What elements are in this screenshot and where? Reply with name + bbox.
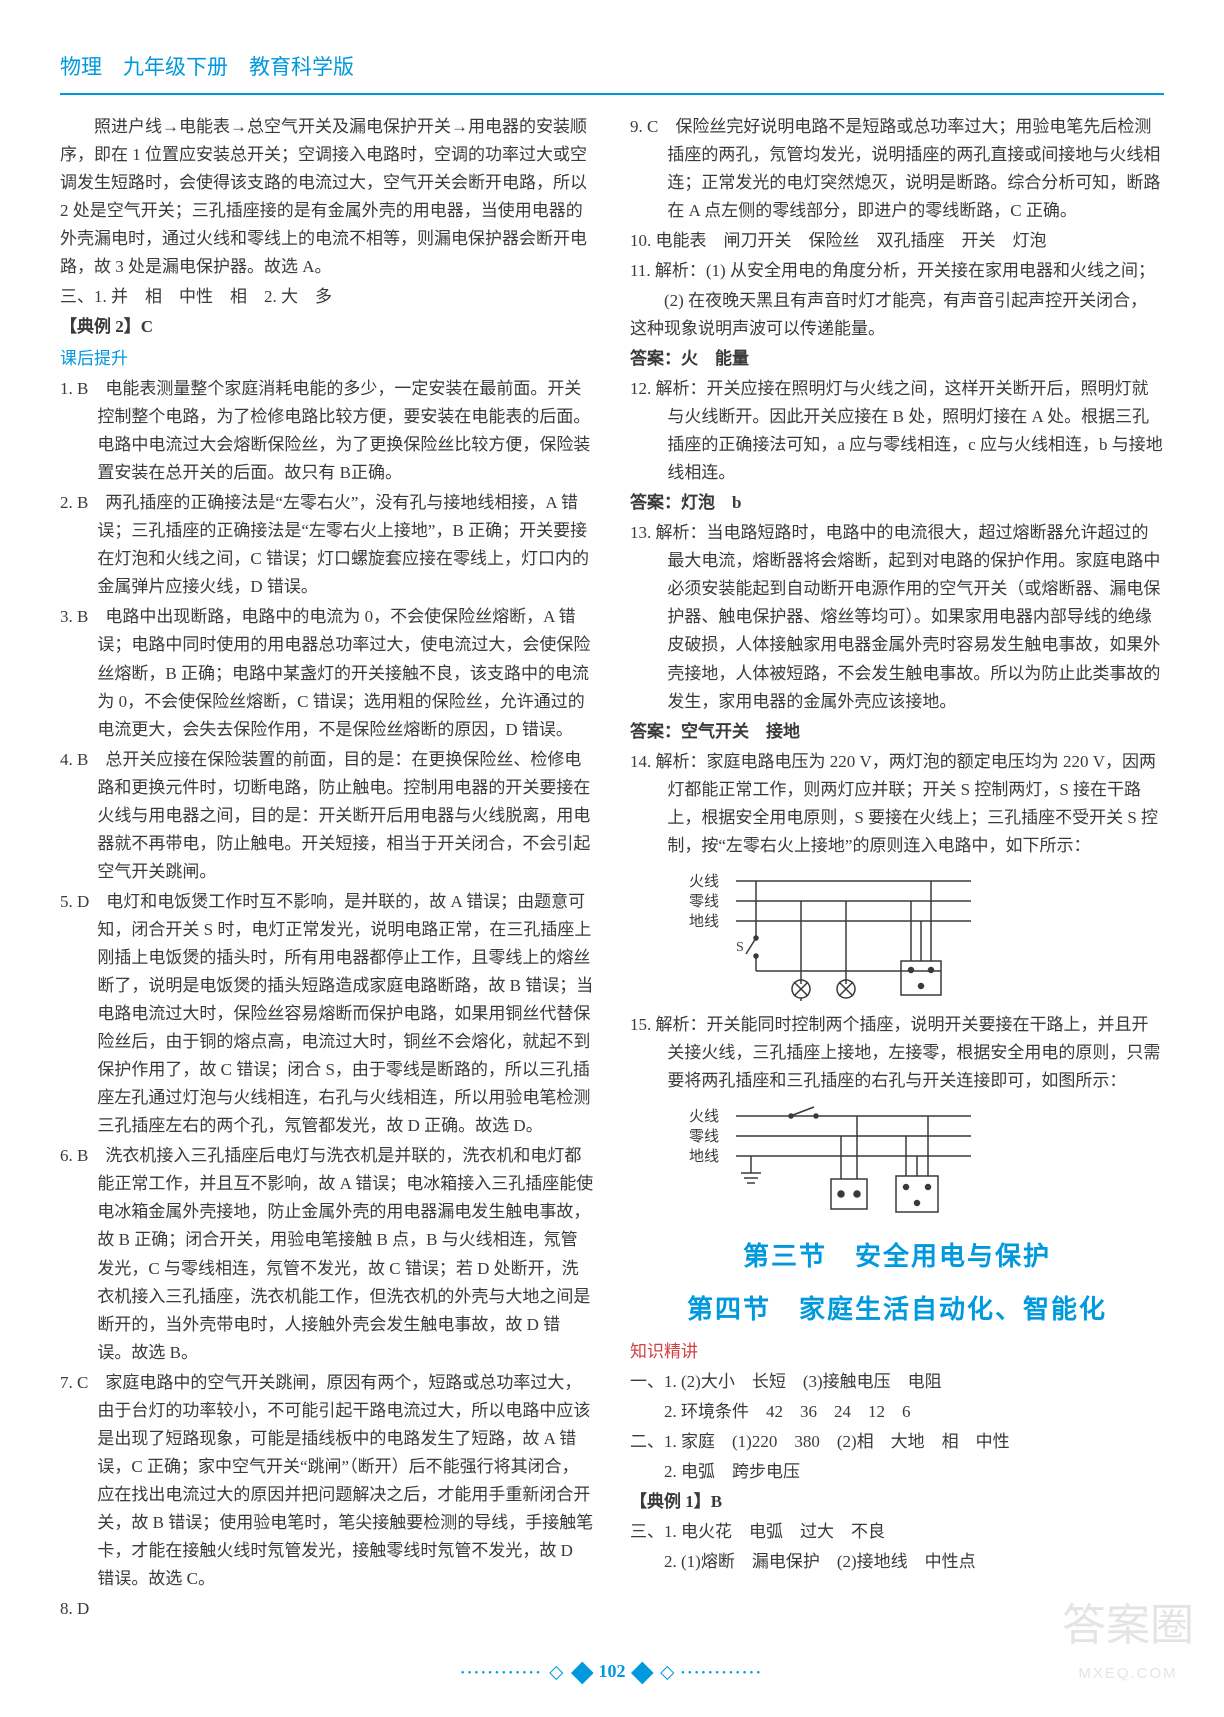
svg-text:火线: 火线 <box>689 1108 719 1125</box>
right-q9: 9. C 保险丝完好说明电路不是短路或总功率过大；用验电笔先后检测插座的两孔，氖… <box>630 113 1164 225</box>
svg-text:地线: 地线 <box>689 1148 719 1165</box>
page-number-badge: •••••••••••• 102 •••••••••••• <box>456 1657 767 1687</box>
diamond-decor-l <box>571 1662 594 1685</box>
content-columns: 照进户线→电能表→总空气开关及漏电保护开关→用电器的安装顺序，即在 1 位置应安… <box>60 113 1164 1625</box>
svg-text:火线: 火线 <box>689 873 719 890</box>
left-example-2: 【典例 2】C <box>60 313 594 341</box>
right-q11b: (2) 在夜晚天黑且有声音时灯才能亮，有声音引起声控开关闭合，这种现象说明声波可… <box>630 287 1164 343</box>
section-4-title: 第四节 家庭生活自动化、智能化 <box>630 1289 1164 1332</box>
left-column: 照进户线→电能表→总空气开关及漏电保护开关→用电器的安装顺序，即在 1 位置应安… <box>60 113 594 1625</box>
knowledge-subtitle: 知识精讲 <box>630 1338 1164 1366</box>
diamond-decor-small-l <box>549 1666 563 1680</box>
page-number-text: 102 <box>599 1661 626 1681</box>
left-q5: 5. D 电灯和电饭煲工作时互不影响，是并联的，故 A 错误；由题意可知，闭合开… <box>60 888 594 1140</box>
right-k2b: 2. 电弧 跨步电压 <box>630 1458 1164 1486</box>
right-q14a: 14. 解析：家庭电路电压为 220 V，两灯泡的额定电压均为 220 V，因两… <box>630 748 1164 860</box>
right-q15a: 15. 解析：开关能同时控制两个插座，说明开关要接在干路上，并且开关接火线，三孔… <box>630 1011 1164 1095</box>
left-q2: 2. B 两孔插座的正确接法是“左零右火”，没有孔与接地线相接，A 错误；三孔插… <box>60 489 594 601</box>
right-k3: 三、1. 电火花 电弧 过大 不良 <box>630 1518 1164 1546</box>
svg-text:零线: 零线 <box>689 893 719 910</box>
diamond-decor-small-r <box>660 1666 674 1680</box>
diamond-decor-r <box>631 1662 654 1685</box>
right-k3b: 2. (1)熔断 漏电保护 (2)接地线 中性点 <box>630 1548 1164 1576</box>
right-q10: 10. 电能表 闸刀开关 保险丝 双孔插座 开关 灯泡 <box>630 227 1164 255</box>
left-intro-para: 照进户线→电能表→总空气开关及漏电保护开关→用电器的安装顺序，即在 1 位置应安… <box>60 113 594 281</box>
section-3-title: 第三节 安全用电与保护 <box>630 1236 1164 1279</box>
right-q13-answer: 答案：空气开关 接地 <box>630 718 1164 746</box>
right-k2: 二、1. 家庭 (1)220 380 (2)相 大地 相 中性 <box>630 1428 1164 1456</box>
dots-decor-left: •••••••••••• <box>461 1667 543 1679</box>
left-q3: 3. B 电路中出现断路，电路中的电流为 0，不会使保险丝熔断，A 错误；电路中… <box>60 603 594 743</box>
left-line-san: 三、1. 并 相 中性 相 2. 大 多 <box>60 283 594 311</box>
dots-decor-right: •••••••••••• <box>681 1667 763 1679</box>
right-example-1: 【典例 1】B <box>630 1488 1164 1516</box>
right-q13a: 13. 解析：当电路短路时，电路中的电流很大，超过熔断器允许超过的最大电流，熔断… <box>630 519 1164 715</box>
left-q1: 1. B 电能表测量整个家庭消耗电能的多少，一定安装在最前面。开关控制整个电路，… <box>60 375 594 487</box>
right-column: 9. C 保险丝完好说明电路不是短路或总功率过大；用验电笔先后检测插座的两孔，氖… <box>630 113 1164 1625</box>
left-q6: 6. B 洗衣机接入三孔插座后电灯与洗衣机是并联的，洗衣机和电灯都能正常工作，并… <box>60 1142 594 1366</box>
right-q11a: 11. 解析：(1) 从安全用电的角度分析，开关接在家用电器和火线之间； <box>630 257 1164 285</box>
left-q8: 8. D <box>60 1595 594 1623</box>
watermark-bottom: MXEQ.COM <box>1062 1662 1194 1687</box>
left-q4: 4. B 总开关应接在保险装置的前面，目的是：在更换保险丝、检修电路和更换元件时… <box>60 746 594 886</box>
page-header: 物理 九年级下册 教育科学版 <box>60 50 1164 95</box>
right-q12-answer: 答案：灯泡 b <box>630 489 1164 517</box>
left-q7: 7. C 家庭电路中的空气开关跳闸，原因有两个，短路或总功率过大，由于台灯的功率… <box>60 1369 594 1593</box>
watermark-top: 答案圈 <box>1062 1601 1194 1650</box>
svg-text:S: S <box>736 940 744 955</box>
watermark: 答案圈 MXEQ.COM <box>1062 1590 1194 1687</box>
section-afterclass: 课后提升 <box>60 345 594 373</box>
right-k1b: 2. 环境条件 42 36 24 12 6 <box>630 1398 1164 1426</box>
svg-text:地线: 地线 <box>689 913 719 930</box>
svg-text:零线: 零线 <box>689 1128 719 1145</box>
circuit-diagram-14: 火线 零线 地线 S <box>681 866 1164 1001</box>
right-q12a: 12. 解析：开关应接在照明灯与火线之间，这样开关断开后，照明灯就与火线断开。因… <box>630 375 1164 487</box>
circuit-diagram-15: 火线 零线 地线 <box>681 1101 1164 1226</box>
right-q11-answer: 答案：火 能量 <box>630 345 1164 373</box>
right-k1: 一、1. (2)大小 长短 (3)接触电压 电阻 <box>630 1368 1164 1396</box>
